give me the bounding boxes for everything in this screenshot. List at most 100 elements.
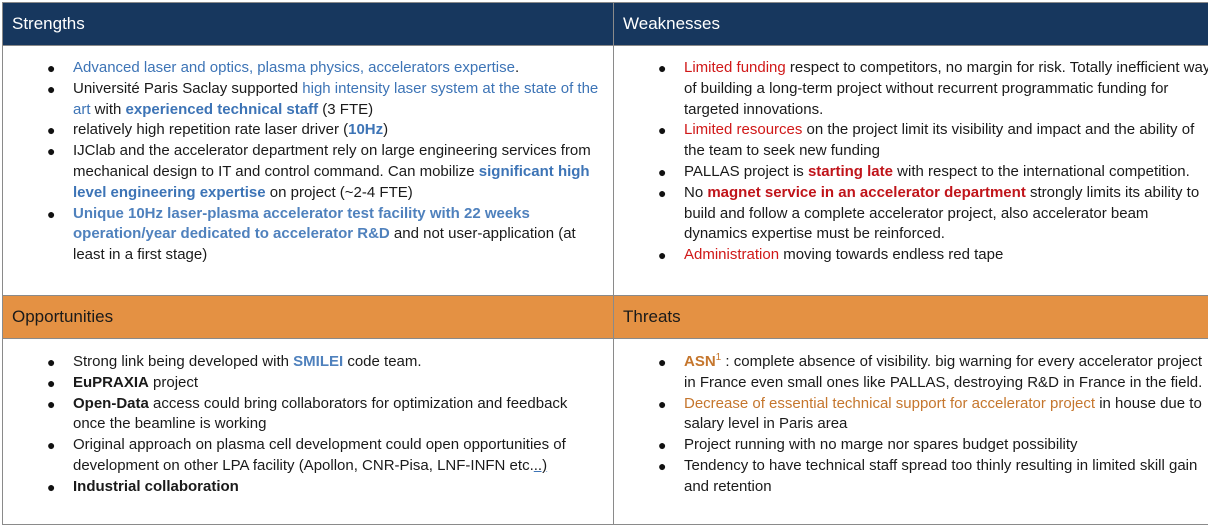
header-row-top: Strengths Weaknesses xyxy=(2,2,1208,46)
text-segment: significant high level engineering exper… xyxy=(73,162,590,201)
text-segment: Tendency to have technical staff spread … xyxy=(684,456,1198,495)
list-item: ● Limited funding respect to competitors,… xyxy=(614,58,1208,120)
weaknesses-cell: ● Limited funding respect to competitors,… xyxy=(613,45,1208,296)
bullet-dot-icon: ● xyxy=(47,478,56,495)
footnote-marker: 1 xyxy=(715,352,722,363)
text-segment: Administration xyxy=(684,246,780,264)
text-segment: ) xyxy=(383,121,389,139)
text-segment: ..) xyxy=(533,456,548,474)
bullet-dot-icon: ● xyxy=(658,395,667,412)
opportunities-header: Opportunities xyxy=(2,295,614,339)
text-segment: code team. xyxy=(343,353,422,370)
list-item: ● Administration moving towards endless r… xyxy=(614,245,1208,266)
list-item: ● Original approach on plasma cell develo… xyxy=(3,435,613,477)
text-segment: PALLAS project is xyxy=(684,162,808,180)
list-item: ● Unique 10Hz laser-plasma accelerator te… xyxy=(3,204,613,266)
body-row-top: ● Advanced laser and optics, plasma physi… xyxy=(2,45,1208,296)
list-item: ● Open-Data access could bring collaborat… xyxy=(3,394,613,436)
text-segment: relatively high repetition rate laser dr… xyxy=(73,121,349,139)
text-segment: Original approach on plasma cell develop… xyxy=(73,436,566,474)
text-segment: project xyxy=(148,373,199,391)
text-segment: Strong link being developed with xyxy=(73,353,294,370)
text-segment: in house due to salary level in Paris ar… xyxy=(684,394,1202,433)
strengths-list: ● Advanced laser and optics, plasma physi… xyxy=(3,46,613,266)
text-segment: access could bring collaborators for opt… xyxy=(73,394,568,433)
text-segment: No xyxy=(684,183,708,201)
text-segment: with respect to the international compet… xyxy=(892,162,1190,180)
list-item: ● IJClab and the accelerator department r… xyxy=(3,141,613,203)
text-segment: expertise xyxy=(449,59,515,76)
bullet-dot-icon: ● xyxy=(658,247,667,264)
text-segment: and not user-application (at least in a … xyxy=(73,225,576,264)
threats-cell: ● ASN1 : complete absence of visibility. … xyxy=(613,338,1208,525)
text-segment: experienced technical staff xyxy=(125,100,319,118)
text-segment: Industrial collaboration xyxy=(73,477,239,495)
weaknesses-header: Weaknesses xyxy=(613,2,1208,46)
list-item: ● ASN1 : complete absence of visibility. … xyxy=(614,352,1208,394)
text-segment: Université Paris Saclay supported xyxy=(73,79,303,97)
list-item: ● Advanced laser and optics, plasma physi… xyxy=(3,58,613,79)
text-segment: Open-Data xyxy=(73,394,149,412)
weaknesses-list: ● Limited funding respect to competitors,… xyxy=(614,46,1208,266)
text-segment: Unique 10Hz laser-plasma accelerator tes… xyxy=(73,204,530,243)
bullet-dot-icon: ● xyxy=(47,143,56,160)
bullet-dot-icon: ● xyxy=(47,437,56,454)
list-item: ● Limited resources on the project limit … xyxy=(614,120,1208,162)
text-segment: with xyxy=(90,100,126,118)
list-item: ● relatively high repetition rate laser d… xyxy=(3,120,613,141)
bullet-dot-icon: ● xyxy=(47,395,56,412)
text-segment: laser xyxy=(143,59,177,76)
text-segment: strongly limits its ability to build and… xyxy=(684,183,1200,243)
text-segment: high intensity laser system at the state… xyxy=(73,79,599,118)
text-segment: (3 FTE) xyxy=(318,100,374,118)
text-segment: on the project limit its visibility and … xyxy=(684,121,1195,160)
list-item: ● Tendency to have technical staff spread… xyxy=(614,456,1208,498)
bullet-dot-icon: ● xyxy=(658,354,667,370)
list-item: ● Decrease of essential technical support… xyxy=(614,394,1208,436)
list-item: ● Strong link being developed with SMILEI… xyxy=(3,352,613,373)
text-segment: moving towards endless red tape xyxy=(779,246,1004,264)
bullet-dot-icon: ● xyxy=(658,122,667,139)
header-row-bottom: Opportunities Threats xyxy=(2,295,1208,339)
bullet-dot-icon: ● xyxy=(47,60,56,76)
list-item: ● Université Paris Saclay supported high … xyxy=(3,79,613,121)
text-segment: ASN xyxy=(684,353,716,370)
bullet-dot-icon: ● xyxy=(658,60,667,76)
list-item: ● No magnet service in an accelerator dep… xyxy=(614,183,1208,245)
text-segment: respect to competitors, no margin for ri… xyxy=(684,59,1208,118)
bullet-dot-icon: ● xyxy=(47,205,56,222)
bullet-dot-icon: ● xyxy=(658,437,667,454)
bullet-dot-icon: ● xyxy=(47,354,56,370)
body-row-bottom: ● Strong link being developed with SMILEI… xyxy=(2,338,1208,525)
text-segment: starting late xyxy=(807,162,893,180)
text-segment: and xyxy=(176,59,210,76)
text-segment: Decrease of essential technical support … xyxy=(684,394,1096,412)
text-segment: EuPRAXIA xyxy=(73,373,149,391)
text-segment: magnet service in an accelerator departm… xyxy=(707,183,1026,201)
bullet-dot-icon: ● xyxy=(47,374,56,391)
threats-header: Threats xyxy=(613,295,1208,339)
strengths-header: Strengths xyxy=(2,2,614,46)
bullet-dot-icon: ● xyxy=(658,457,667,474)
opportunities-title: Opportunities xyxy=(12,307,114,326)
text-segment: Limited resources xyxy=(684,121,803,139)
strengths-title: Strengths xyxy=(12,14,85,33)
threats-title: Threats xyxy=(623,307,681,326)
text-segment: Project running with no marge nor spares… xyxy=(684,436,1078,454)
text-segment: on project (~2-4 FTE) xyxy=(265,183,413,201)
opportunities-cell: ● Strong link being developed with SMILEI… xyxy=(2,338,614,525)
text-segment: SMILEI xyxy=(293,353,344,370)
list-item: ● EuPRAXIA project xyxy=(3,373,613,394)
list-item: ● PALLAS project is starting late with re… xyxy=(614,162,1208,183)
bullet-dot-icon: ● xyxy=(658,163,667,180)
bullet-dot-icon: ● xyxy=(47,122,56,139)
weaknesses-title: Weaknesses xyxy=(623,14,721,33)
text-segment: Advanced xyxy=(73,59,144,76)
text-segment: 10Hz xyxy=(348,121,384,139)
text-segment: Limited funding xyxy=(684,59,786,76)
strengths-cell: ● Advanced laser and optics, plasma physi… xyxy=(2,45,614,296)
threats-list: ● ASN1 : complete absence of visibility. … xyxy=(614,339,1208,498)
text-segment: IJClab and the accelerator department re… xyxy=(73,142,591,180)
opportunities-list: ● Strong link being developed with SMILEI… xyxy=(3,339,613,498)
